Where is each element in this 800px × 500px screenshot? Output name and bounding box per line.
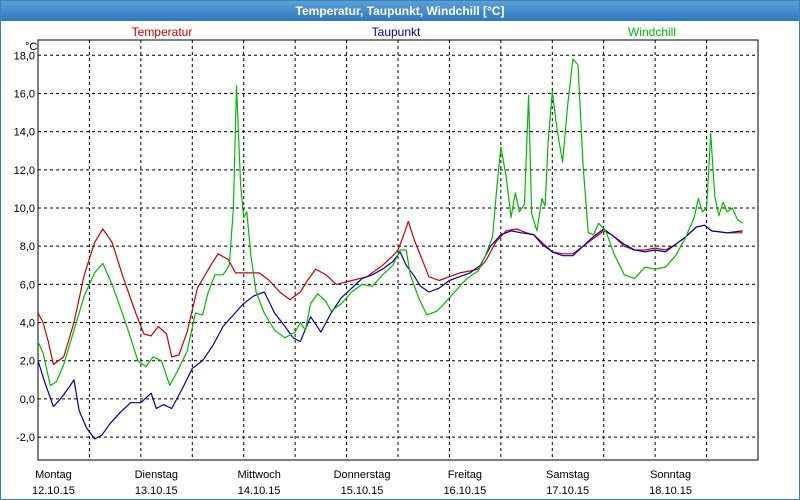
x-tick-weekday: Samstag — [546, 469, 589, 481]
x-tick-date: 12.10.15 — [32, 485, 75, 497]
y-tick-label: 8,0 — [20, 241, 35, 253]
legend-windchill: Windchill — [628, 25, 676, 39]
x-tick-date: 16.10.15 — [443, 485, 486, 497]
y-tick-label: 18,0 — [14, 50, 35, 62]
series-line-taupunkt — [37, 224, 743, 440]
legend-temperatur: Temperatur — [132, 25, 193, 39]
series-line-windchill — [37, 58, 743, 387]
x-axis-ticks: Montag 12.10.15 Dienstag 13.10.15 Mittwoch 14… — [32, 469, 692, 497]
y-tick-label: 16,0 — [14, 88, 35, 100]
y-tick-label: 12,0 — [14, 165, 35, 177]
y-axis-ticks: 18,0 16,0 14,0 12,0 10,0 8,0 6,0 4,0 2,0 0,0 -2,0 — [14, 50, 35, 444]
series-lines — [37, 58, 743, 440]
y-tick-label: 4,0 — [20, 318, 35, 330]
y-tick-label: 10,0 — [14, 203, 35, 215]
x-tick-weekday: Mittwoch — [237, 469, 280, 481]
y-tick-label: 2,0 — [20, 356, 35, 368]
x-tick-weekday: Freitag — [448, 469, 482, 481]
y-tick-label: -2,0 — [16, 432, 35, 444]
legend-taupunkt: Taupunkt — [372, 25, 421, 39]
y-axis-unit: °C — [25, 41, 37, 53]
x-tick-weekday: Dienstag — [135, 469, 178, 481]
x-tick-date: 17.10.15 — [546, 485, 589, 497]
x-tick-date: 14.10.15 — [238, 485, 281, 497]
x-tick-date: 15.10.15 — [341, 485, 384, 497]
y-tick-label: 0,0 — [20, 394, 35, 406]
window-title: Temperatur, Taupunkt, Windchill [°C] — [1, 1, 799, 21]
x-tick-weekday: Sonntag — [650, 469, 691, 481]
y-tick-label: 14,0 — [14, 127, 35, 139]
y-tick-label: 6,0 — [20, 279, 35, 291]
x-tick-date: 18.10.15 — [649, 485, 692, 497]
x-tick-weekday: Donnerstag — [334, 469, 391, 481]
x-tick-date: 13.10.15 — [135, 485, 178, 497]
x-tick-weekday: Montag — [35, 469, 72, 481]
